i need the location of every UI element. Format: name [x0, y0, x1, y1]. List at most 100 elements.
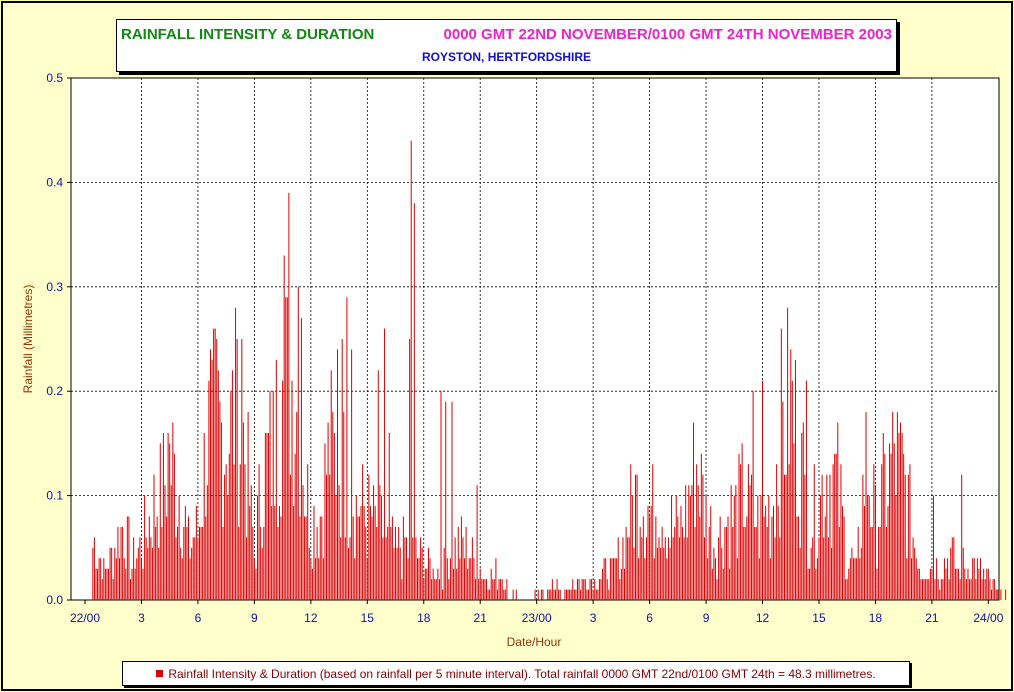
- rainfall-bar: [838, 526, 840, 600]
- rainfall-bar: [181, 558, 183, 600]
- rainfall-bar: [515, 589, 517, 600]
- x-tick-label: 9: [703, 611, 710, 625]
- rainfall-bar: [180, 547, 182, 600]
- rainfall-bar: [250, 485, 252, 600]
- rainfall-bar: [548, 589, 550, 600]
- rainfall-bar: [893, 443, 895, 600]
- rainfall-bar: [813, 464, 815, 600]
- rainfall-bar: [878, 526, 880, 600]
- rainfall-bar: [500, 579, 502, 600]
- rainfall-bar: [688, 485, 690, 600]
- legend-swatch: [156, 670, 164, 677]
- rainfall-bar: [925, 579, 927, 600]
- rainfall-bar: [865, 412, 867, 600]
- rainfall-bar: [672, 537, 674, 600]
- rainfall-bar: [975, 579, 977, 600]
- rainfall-bar: [357, 516, 359, 600]
- rainfall-bar: [605, 558, 607, 600]
- rainfall-bar: [678, 537, 680, 600]
- legend: Rainfall Intensity & Duration (based on …: [122, 661, 910, 686]
- rainfall-bar: [595, 589, 597, 600]
- rainfall-bar: [213, 328, 215, 600]
- rainfall-bar: [598, 579, 600, 600]
- rainfall-bar: [495, 558, 497, 600]
- rainfall-bar: [594, 579, 596, 600]
- rainfall-bar: [719, 516, 721, 600]
- rainfall-bar: [887, 506, 889, 600]
- rainfall-bar: [633, 547, 635, 600]
- rainfall-bar: [959, 579, 961, 600]
- rainfall-bar: [911, 558, 913, 600]
- rainfall-bar: [700, 453, 702, 600]
- grid-lines: [71, 78, 999, 600]
- rainfall-bar: [711, 568, 713, 600]
- rainfall-bar: [380, 495, 382, 600]
- rainfall-bar: [341, 339, 343, 600]
- rainfall-bar: [443, 547, 445, 600]
- rainfall-bar: [534, 589, 536, 600]
- rainfall-bar: [114, 547, 116, 600]
- rainfall-bar: [997, 589, 999, 600]
- rainfall-bar: [747, 464, 749, 600]
- rainfall-bar: [936, 558, 938, 600]
- rainfall-bar: [136, 558, 138, 600]
- rainfall-bar: [923, 579, 925, 600]
- rainfall-bar: [478, 579, 480, 600]
- rainfall-bar: [559, 589, 561, 600]
- rainfall-bar: [885, 526, 887, 600]
- rainfall-bar: [399, 547, 401, 600]
- rainfall-bar: [468, 558, 470, 600]
- rainfall-bar: [305, 516, 307, 600]
- rainfall-bar: [921, 579, 923, 600]
- rainfall-bar: [834, 453, 836, 600]
- rainfall-bar: [611, 558, 613, 600]
- rainfall-bar: [603, 558, 605, 600]
- rainfall-bar: [319, 516, 321, 600]
- rainfall-bar: [126, 516, 128, 600]
- rainfall-bar: [332, 412, 334, 600]
- rainfall-bar: [537, 589, 539, 600]
- rainfall-bar: [108, 568, 110, 600]
- rainfall-bar: [542, 589, 544, 600]
- rainfall-bar: [460, 516, 462, 600]
- rainfall-bar: [489, 589, 491, 600]
- rainfall-bar: [689, 495, 691, 600]
- rainfall-bar: [352, 516, 354, 600]
- rainfall-bar: [874, 485, 876, 600]
- rainfall-bar: [366, 558, 368, 600]
- rainfall-bar: [142, 568, 144, 600]
- rainfall-bar: [843, 516, 845, 600]
- rainfall-bar: [699, 516, 701, 600]
- rainfall-bar: [696, 464, 698, 600]
- rainfall-bar: [123, 558, 125, 600]
- rainfall-bar: [282, 380, 284, 600]
- rainfall-bar: [939, 589, 941, 600]
- rainfall-bar: [777, 506, 779, 600]
- rainfall-bar: [909, 464, 911, 600]
- rainfall-bar: [202, 526, 204, 600]
- rainfall-bar: [849, 558, 851, 600]
- rainfall-bar: [845, 579, 847, 600]
- rainfall-bar: [413, 203, 415, 600]
- rainfall-bar: [575, 589, 577, 600]
- rainfall-bar: [396, 547, 398, 600]
- rainfall-bar: [986, 568, 988, 600]
- rainfall-bar: [732, 526, 734, 600]
- rainfall-bar: [227, 495, 229, 600]
- x-tick-label: 6: [646, 611, 653, 625]
- rainfall-bar: [464, 558, 466, 600]
- y-tick-label: 0.4: [46, 175, 63, 189]
- rainfall-bar: [457, 526, 459, 600]
- rainfall-bar: [169, 443, 171, 600]
- rainfall-bar: [570, 589, 572, 600]
- rainfall-bar: [318, 558, 320, 600]
- rainfall-bar: [918, 568, 920, 600]
- rainfall-bar: [220, 422, 222, 600]
- rainfall-bar: [870, 526, 872, 600]
- rainfall-bar: [714, 558, 716, 600]
- rainfall-bar: [895, 495, 897, 600]
- rainfall-bar: [431, 579, 433, 600]
- rainfall-bar: [225, 464, 227, 600]
- rainfall-bar: [809, 568, 811, 600]
